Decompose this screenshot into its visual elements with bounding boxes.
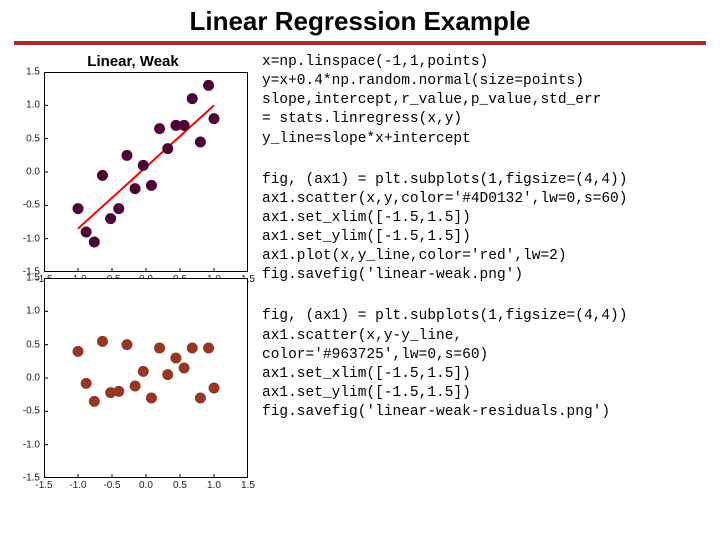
content-area: Linear, Weak -1.5-1.0-0.50.00.51.01.5 -1… (0, 53, 720, 484)
chart-top-plot: -1.5-1.0-0.50.00.51.01.5 -1.5-1.0-0.50.0… (44, 72, 248, 272)
charts-column: Linear, Weak -1.5-1.0-0.50.00.51.01.5 -1… (8, 53, 258, 484)
title-bar: Linear Regression Example (0, 0, 720, 39)
chart-bottom: Residuals -1.5-1.0-0.50.00.51.01.5 -1.5-… (8, 278, 258, 478)
chart-bottom-svg (44, 278, 248, 478)
page-title: Linear Regression Example (0, 6, 720, 37)
chart-bottom-yticks: -1.5-1.0-0.50.00.51.01.5 (10, 278, 40, 478)
title-underline (14, 41, 706, 45)
chart-bottom-plot: -1.5-1.0-0.50.00.51.01.5 -1.5-1.0-0.50.0… (44, 278, 248, 478)
code-block-3: fig, (ax1) = plt.subplots(1,figsize=(4,4… (262, 307, 712, 422)
code-block-1: x=np.linspace(-1,1,points) y=x+0.4*np.ra… (262, 53, 712, 149)
chart-bottom-xticks: -1.5-1.0-0.50.00.51.01.5 (44, 480, 248, 492)
code-column: x=np.linspace(-1,1,points) y=x+0.4*np.ra… (258, 53, 712, 484)
chart-top-label: Linear, Weak (8, 53, 258, 72)
chart-top-yticks: -1.5-1.0-0.50.00.51.01.5 (10, 72, 40, 272)
chart-top-svg (44, 72, 248, 272)
code-block-2: fig, (ax1) = plt.subplots(1,figsize=(4,4… (262, 171, 712, 286)
chart-top: -1.5-1.0-0.50.00.51.01.5 -1.5-1.0-0.50.0… (8, 72, 258, 272)
